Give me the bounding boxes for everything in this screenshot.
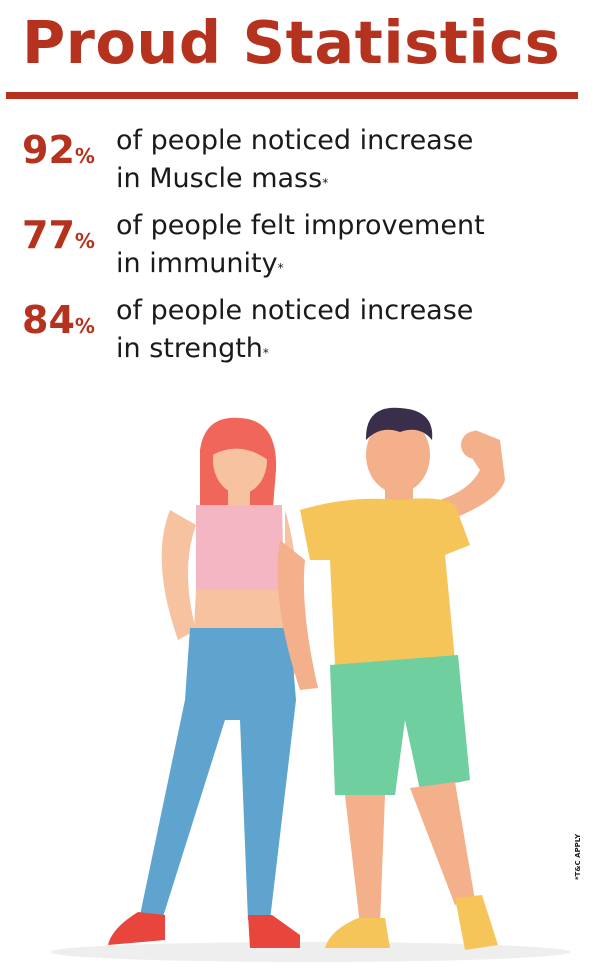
- stat-value: 92%: [22, 128, 95, 172]
- stat-value: 77%: [22, 213, 95, 257]
- terms-disclaimer: *T&C APPLY: [574, 833, 582, 880]
- title-divider: [6, 92, 578, 99]
- people-illustration: [50, 407, 570, 962]
- stat-description: of people noticed increase in Muscle mass…: [116, 125, 474, 194]
- stat-item: 77% of people felt improvement in immunit…: [22, 207, 582, 287]
- stat-description: of people felt improvement in immunity*: [116, 210, 485, 279]
- stat-item: 92% of people noticed increase in Muscle …: [22, 122, 582, 202]
- page-title: Proud Statistics: [22, 8, 561, 77]
- woman-figure: [108, 417, 300, 948]
- man-figure: [277, 407, 505, 950]
- stat-description: of people noticed increase in strength*: [116, 295, 474, 364]
- stat-item: 84% of people noticed increase in strengt…: [22, 292, 582, 372]
- stat-value: 84%: [22, 298, 95, 342]
